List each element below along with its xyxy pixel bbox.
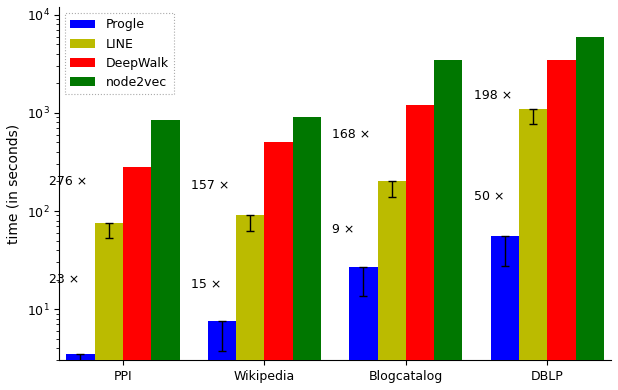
Text: 276 ×: 276 × bbox=[49, 175, 88, 188]
Bar bbox=[548, 60, 576, 390]
Bar bbox=[519, 109, 548, 390]
Legend: Progle, LINE, DeepWalk, node2vec: Progle, LINE, DeepWalk, node2vec bbox=[66, 13, 174, 94]
Text: 50 ×: 50 × bbox=[474, 190, 504, 203]
Y-axis label: time (in seconds): time (in seconds) bbox=[7, 124, 21, 244]
Bar bbox=[236, 216, 265, 390]
Bar bbox=[123, 167, 151, 390]
Bar bbox=[293, 117, 321, 390]
Bar bbox=[378, 181, 406, 390]
Bar bbox=[151, 120, 179, 390]
Bar bbox=[406, 105, 434, 390]
Text: 15 ×: 15 × bbox=[191, 278, 221, 291]
Bar bbox=[434, 60, 462, 390]
Bar bbox=[66, 354, 95, 390]
Text: 9 ×: 9 × bbox=[332, 223, 355, 236]
Bar bbox=[491, 236, 519, 390]
Bar bbox=[349, 267, 378, 390]
Bar bbox=[95, 223, 123, 390]
Bar bbox=[576, 37, 604, 390]
Bar bbox=[265, 142, 293, 390]
Text: 157 ×: 157 × bbox=[191, 179, 229, 193]
Bar bbox=[208, 321, 236, 390]
Text: 23 ×: 23 × bbox=[49, 273, 80, 286]
Text: 168 ×: 168 × bbox=[332, 128, 371, 141]
Text: 198 ×: 198 × bbox=[474, 89, 512, 102]
